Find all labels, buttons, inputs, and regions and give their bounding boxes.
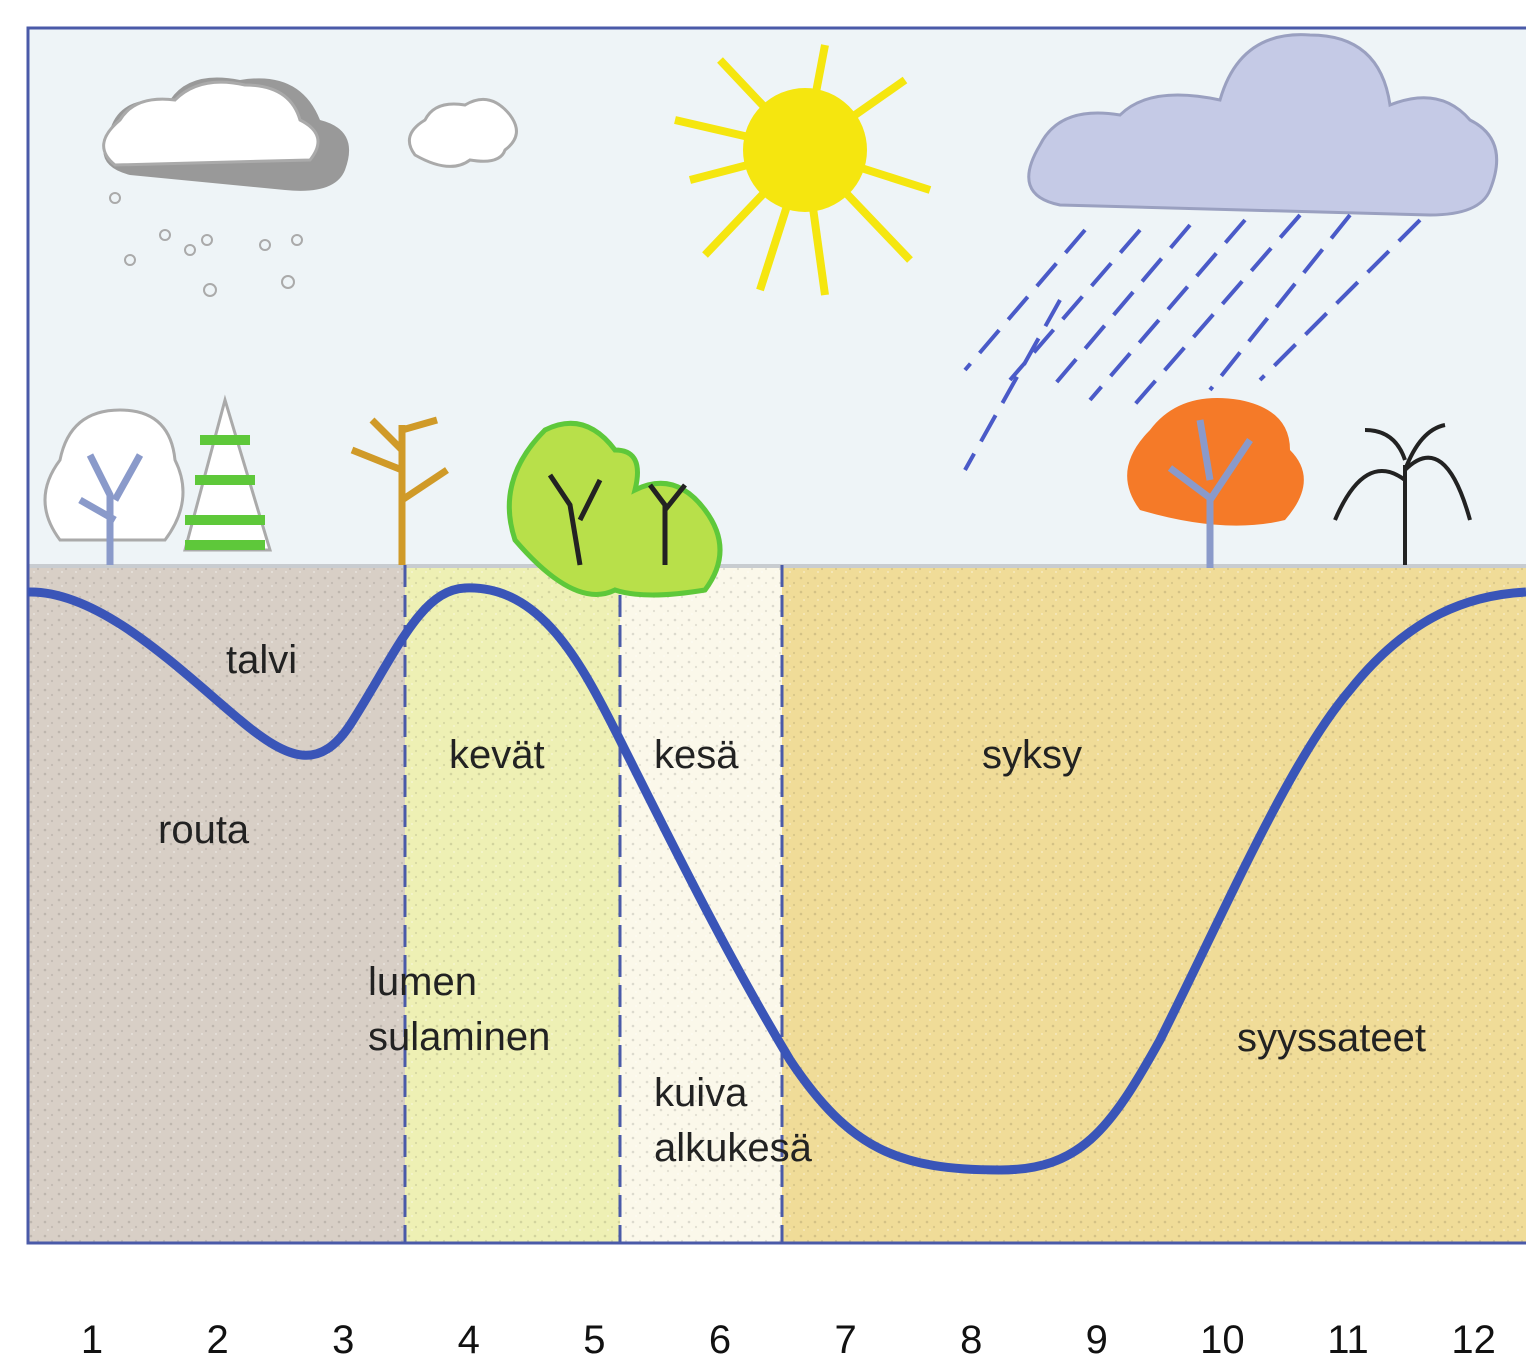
label-lumen: lumen [368,960,477,1004]
month-label: 1 [81,1318,103,1362]
label-sulaminen: sulaminen [368,1015,550,1059]
month-label: 6 [709,1318,731,1362]
label-kevat: kevät [449,733,545,777]
label-kuiva: kuiva [654,1071,748,1115]
month-label: 10 [1200,1318,1245,1362]
month-label: 5 [583,1318,605,1362]
month-label: 9 [1086,1318,1108,1362]
month-label: 2 [206,1318,228,1362]
month-label: 4 [458,1318,480,1362]
label-alkukesa: alkukesä [654,1126,813,1170]
label-kesa: kesä [654,733,739,777]
label-syyssateet: syyssateet [1237,1016,1426,1060]
month-label: 3 [332,1318,354,1362]
month-label: 8 [960,1318,982,1362]
label-syksy: syksy [982,733,1082,777]
month-label: 7 [834,1318,856,1362]
month-label: 11 [1327,1318,1369,1362]
month-label: 12 [1451,1318,1496,1362]
diagram: talvi kevät kesä syksy routa lumen sulam… [0,0,1526,1365]
label-routa: routa [158,808,250,852]
label-talvi: talvi [226,638,297,682]
